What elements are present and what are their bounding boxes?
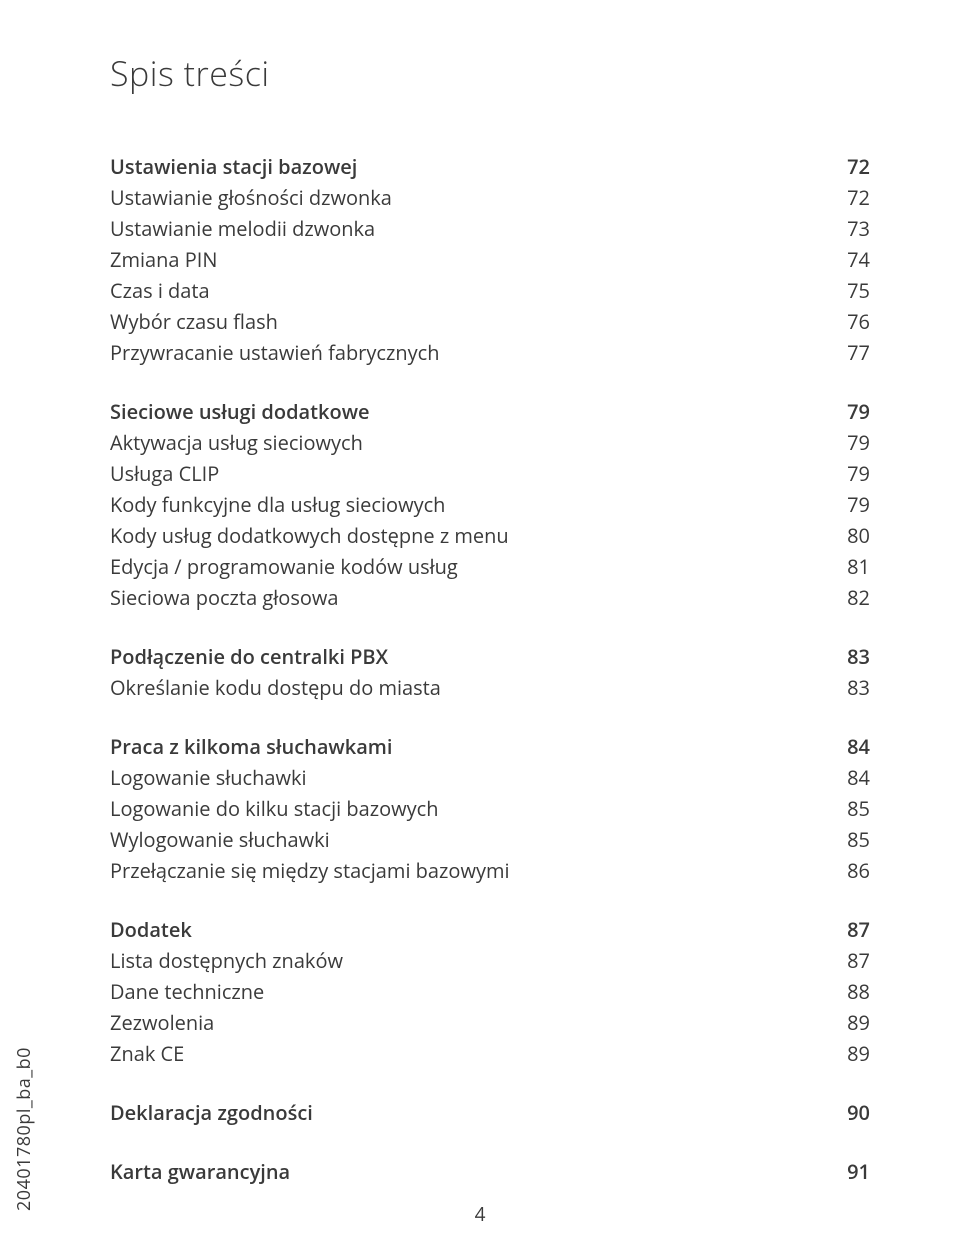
toc-page-number: 81	[827, 551, 870, 582]
toc-label: Logowanie do kilku stacji bazowych	[110, 793, 827, 824]
toc-row: Wybór czasu flash76	[110, 306, 870, 337]
toc-label: Edycja / programowanie kodów usług	[110, 551, 827, 582]
toc-label: Podłączenie do centralki PBX	[110, 641, 827, 672]
toc-label: Sieciowa poczta głosowa	[110, 582, 827, 613]
toc-row: Lista dostępnych znaków87	[110, 945, 870, 976]
toc-page-number: 72	[827, 182, 870, 213]
toc-label: Deklaracja zgodności	[110, 1097, 827, 1128]
toc-page-number: 86	[827, 855, 870, 886]
toc-row: Określanie kodu dostępu do miasta83	[110, 672, 870, 703]
toc-row: Kody usług dodatkowych dostępne z menu80	[110, 520, 870, 551]
document-code-vertical: 20401780pl_ba_b0	[12, 1047, 36, 1211]
toc-label: Wybór czasu flash	[110, 306, 827, 337]
toc-page-number: 79	[827, 427, 870, 458]
toc-row: Podłączenie do centralki PBX83	[110, 641, 870, 672]
toc-page-number: 89	[827, 1007, 870, 1038]
toc-label: Kody funkcyjne dla usług sieciowych	[110, 489, 827, 520]
toc-page-number: 72	[827, 151, 870, 182]
toc-row: Karta gwarancyjna91	[110, 1156, 870, 1187]
toc-label: Dodatek	[110, 914, 827, 945]
toc-label: Dane techniczne	[110, 976, 827, 1007]
toc-label: Kody usług dodatkowych dostępne z menu	[110, 520, 827, 551]
toc-page-number: 79	[827, 489, 870, 520]
toc-row: Kody funkcyjne dla usług sieciowych79	[110, 489, 870, 520]
toc-page-number: 87	[827, 945, 870, 976]
toc-page-number: 76	[827, 306, 870, 337]
toc-page-number: 79	[827, 396, 870, 427]
toc-label: Ustawianie głośności dzwonka	[110, 182, 827, 213]
toc-label: Aktywacja usług sieciowych	[110, 427, 827, 458]
toc-page-number: 90	[827, 1097, 870, 1128]
toc-page-number: 82	[827, 582, 870, 613]
toc-page-number: 80	[827, 520, 870, 551]
toc-label: Zmiana PIN	[110, 244, 827, 275]
toc-row: Edycja / programowanie kodów usług81	[110, 551, 870, 582]
toc-label: Przywracanie ustawień fabrycznych	[110, 337, 827, 368]
toc-row: Wylogowanie słuchawki85	[110, 824, 870, 855]
toc-row: Deklaracja zgodności90	[110, 1097, 870, 1128]
toc-page-number: 84	[827, 731, 870, 762]
toc-section: Sieciowe usługi dodatkowe79Aktywacja usł…	[110, 396, 870, 613]
toc-label: Zezwolenia	[110, 1007, 827, 1038]
toc-section: Podłączenie do centralki PBX83Określanie…	[110, 641, 870, 703]
toc-row: Czas i data75	[110, 275, 870, 306]
toc-page-number: 83	[827, 672, 870, 703]
toc-page-number: 85	[827, 824, 870, 855]
toc-row: Usługa CLIP79	[110, 458, 870, 489]
toc-label: Ustawianie melodii dzwonka	[110, 213, 827, 244]
toc-label: Sieciowe usługi dodatkowe	[110, 396, 827, 427]
toc-row: Zezwolenia89	[110, 1007, 870, 1038]
toc-label: Przełączanie się między stacjami bazowym…	[110, 855, 827, 886]
toc-row: Przywracanie ustawień fabrycznych77	[110, 337, 870, 368]
toc-page-number: 85	[827, 793, 870, 824]
toc-page-number: 79	[827, 458, 870, 489]
toc-page-number: 73	[827, 213, 870, 244]
toc-label: Logowanie słuchawki	[110, 762, 827, 793]
page-title: Spis treści	[110, 50, 870, 96]
toc-row: Ustawianie melodii dzwonka73	[110, 213, 870, 244]
toc-page-number: 77	[827, 337, 870, 368]
page-number: 4	[0, 1201, 960, 1227]
toc-label: Znak CE	[110, 1038, 827, 1069]
toc-section: Praca z kilkoma słuchawkami84Logowanie s…	[110, 731, 870, 886]
toc-section: Deklaracja zgodności90	[110, 1097, 870, 1128]
toc-label: Czas i data	[110, 275, 827, 306]
toc-row: Praca z kilkoma słuchawkami84	[110, 731, 870, 762]
toc-page-number: 75	[827, 275, 870, 306]
toc-label: Praca z kilkoma słuchawkami	[110, 731, 827, 762]
toc-row: Przełączanie się między stacjami bazowym…	[110, 855, 870, 886]
toc-row: Logowanie do kilku stacji bazowych85	[110, 793, 870, 824]
toc-row: Sieciowa poczta głosowa82	[110, 582, 870, 613]
toc-row: Ustawienia stacji bazowej72	[110, 151, 870, 182]
toc-label: Karta gwarancyjna	[110, 1156, 827, 1187]
toc-page-number: 88	[827, 976, 870, 1007]
toc-section: Karta gwarancyjna91	[110, 1156, 870, 1187]
toc-label: Usługa CLIP	[110, 458, 827, 489]
toc-section: Dodatek87Lista dostępnych znaków87Dane t…	[110, 914, 870, 1069]
toc-label: Ustawienia stacji bazowej	[110, 151, 827, 182]
toc-label: Wylogowanie słuchawki	[110, 824, 827, 855]
toc-page-number: 83	[827, 641, 870, 672]
toc-row: Aktywacja usług sieciowych79	[110, 427, 870, 458]
toc-row: Ustawianie głośności dzwonka72	[110, 182, 870, 213]
toc-row: Znak CE89	[110, 1038, 870, 1069]
toc-section: Ustawienia stacji bazowej72Ustawianie gł…	[110, 151, 870, 368]
toc-row: Dane techniczne88	[110, 976, 870, 1007]
toc-row: Logowanie słuchawki84	[110, 762, 870, 793]
toc-body: Ustawienia stacji bazowej72Ustawianie gł…	[110, 151, 870, 1187]
toc-page-number: 74	[827, 244, 870, 275]
toc-page-number: 84	[827, 762, 870, 793]
toc-row: Zmiana PIN74	[110, 244, 870, 275]
toc-page-number: 91	[827, 1156, 870, 1187]
toc-label: Określanie kodu dostępu do miasta	[110, 672, 827, 703]
toc-row: Dodatek87	[110, 914, 870, 945]
toc-label: Lista dostępnych znaków	[110, 945, 827, 976]
toc-page-number: 87	[827, 914, 870, 945]
page: Spis treści Ustawienia stacji bazowej72U…	[0, 0, 960, 1255]
toc-page-number: 89	[827, 1038, 870, 1069]
toc-row: Sieciowe usługi dodatkowe79	[110, 396, 870, 427]
